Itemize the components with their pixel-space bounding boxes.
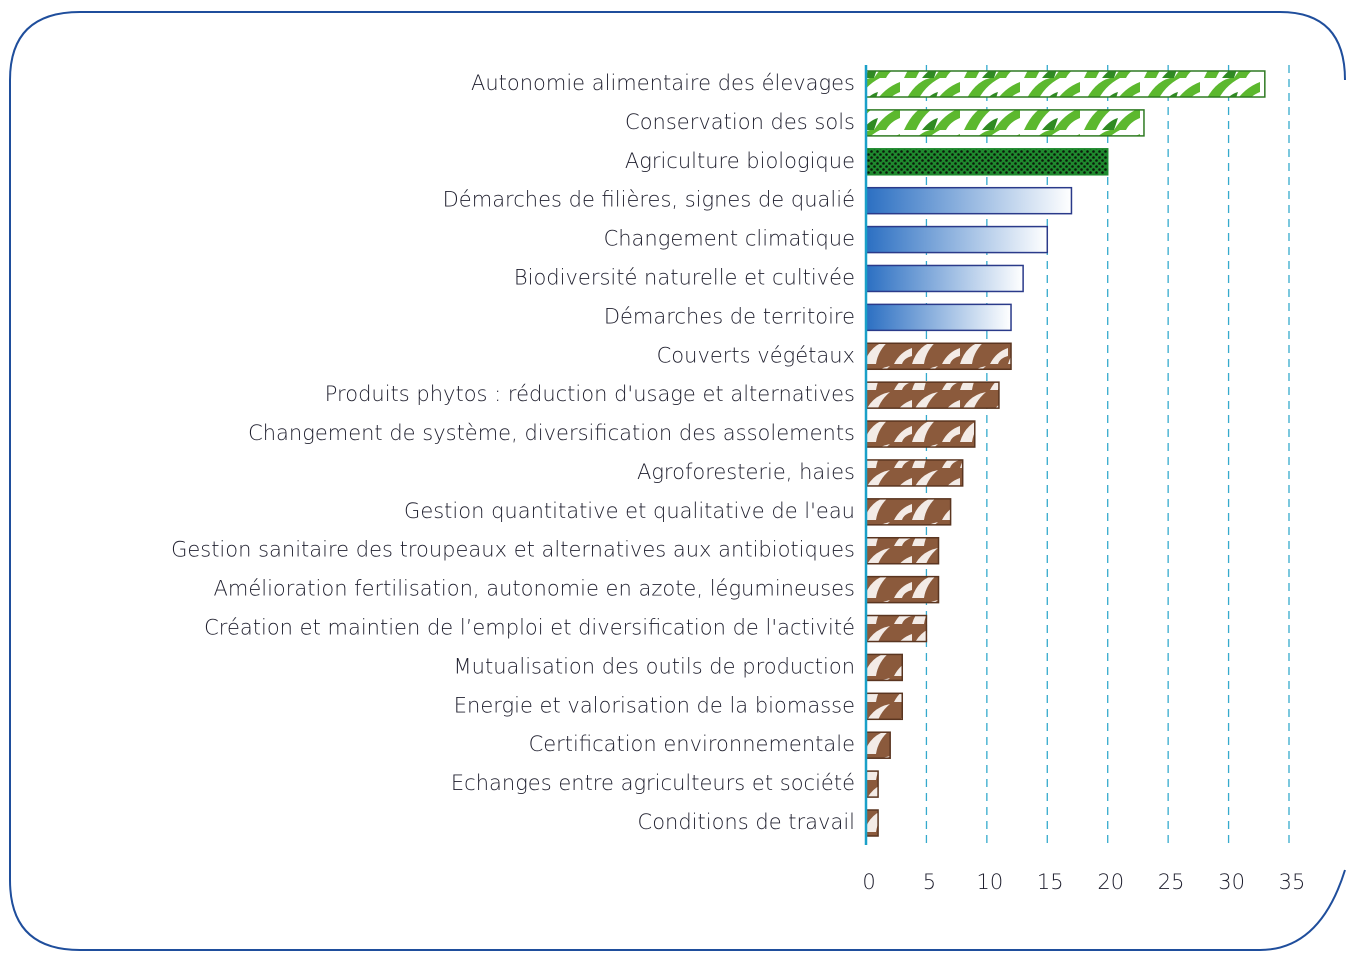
bar (865, 186, 1073, 215)
category-label: Démarches de filières, signes de qualié (443, 188, 855, 212)
bar (865, 614, 928, 643)
bar (865, 498, 952, 526)
category-label: Energie et valorisation de la biomasse (454, 693, 855, 717)
category-label: Echanges entre agriculteurs et société (451, 771, 855, 795)
bar (865, 148, 1109, 176)
bar (865, 342, 1012, 371)
category-label: Agriculture biologique (625, 149, 855, 173)
category-label: Conditions de travail (638, 810, 855, 834)
bar (865, 731, 891, 759)
bar (865, 381, 1000, 409)
x-tick-label: 0 (862, 870, 875, 894)
x-tick-label: 20 (1097, 870, 1124, 894)
bar (865, 809, 879, 837)
category-label: Démarches de territoire (604, 304, 855, 328)
category-label: Biodiversité naturelle et cultivée (514, 265, 855, 289)
bar (865, 70, 1266, 98)
category-label: Certification environnementale (529, 732, 855, 756)
x-tick-label: 30 (1218, 870, 1245, 894)
bar (865, 264, 1024, 293)
bar (865, 225, 1049, 254)
x-tick-label: 15 (1037, 870, 1064, 894)
frame (9, 11, 1346, 951)
category-label: Conservation des sols (625, 110, 855, 134)
category-label: Autonomie alimentaire des élevages (471, 71, 855, 95)
x-tick-label: 35 (1279, 870, 1306, 894)
category-label: Changement de système, diversification d… (248, 421, 855, 445)
bar (865, 109, 1145, 137)
bar (865, 420, 976, 448)
x-tick-label: 5 (923, 870, 936, 894)
category-label: Mutualisation des outils de production (454, 654, 855, 678)
x-tick-label: 25 (1158, 870, 1185, 894)
category-label: Changement climatique (604, 227, 855, 251)
bar (865, 692, 904, 721)
bar (865, 303, 1012, 332)
category-label: Amélioration fertilisation, autonomie en… (214, 577, 855, 601)
bar (865, 536, 940, 565)
bar (865, 575, 940, 604)
bar (865, 653, 904, 682)
category-label: Création et maintien de l’emploi et dive… (204, 616, 855, 640)
bar (865, 459, 964, 487)
x-tick-label: 10 (976, 870, 1003, 894)
category-label: Couverts végétaux (657, 343, 855, 367)
category-label: Agroforesterie, haies (637, 460, 855, 484)
bar (865, 770, 879, 798)
category-label: Gestion sanitaire des troupeaux et alter… (171, 538, 855, 562)
category-label: Gestion quantitative et qualitative de l… (404, 499, 855, 523)
category-label: Produits phytos : réduction d'usage et a… (325, 382, 855, 406)
